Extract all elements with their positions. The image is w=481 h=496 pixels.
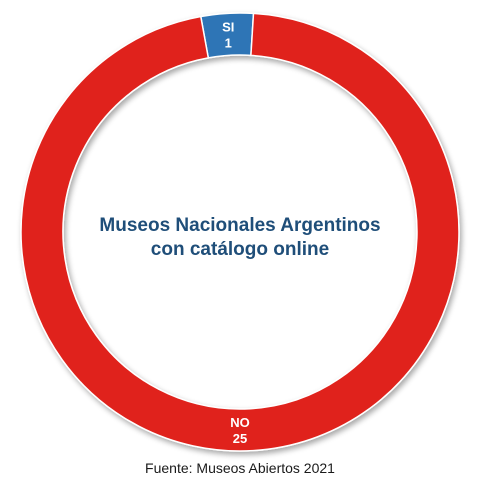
slice-label-no: NO (230, 415, 250, 430)
chart-title-line-2: con catálogo online (151, 239, 329, 260)
source-note: Fuente: Museos Abiertos 2021 (145, 460, 335, 476)
chart-title-line-1: Museos Nacionales Argentinos (99, 215, 380, 236)
slice-value-no: 25 (233, 431, 247, 446)
slice-value-si: 1 (225, 35, 232, 50)
slice-no (20, 12, 460, 452)
slice-label-si: SI (222, 19, 234, 34)
donut-slices (20, 12, 460, 452)
